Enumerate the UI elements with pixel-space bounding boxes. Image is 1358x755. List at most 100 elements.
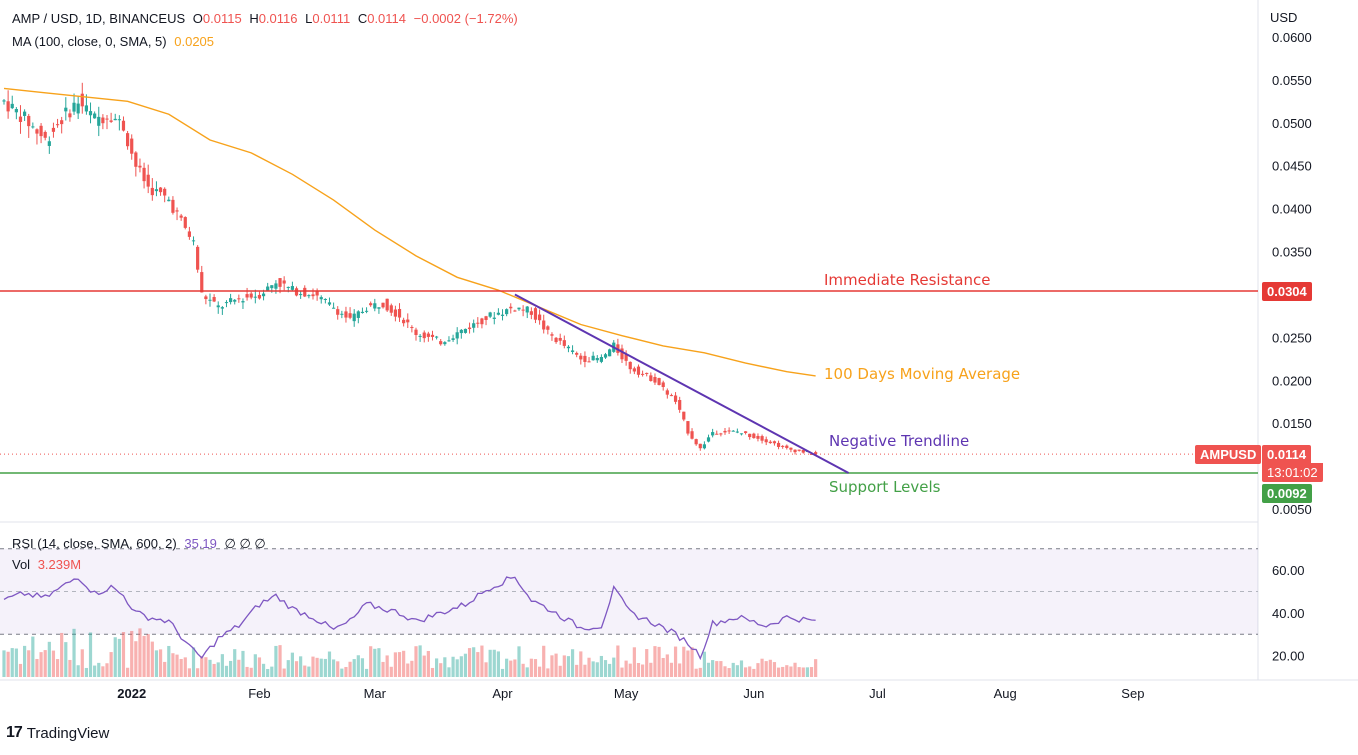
candle-body <box>266 286 270 291</box>
candle-body <box>657 378 661 385</box>
candle-body <box>385 298 389 311</box>
candle-body <box>208 299 212 301</box>
time-axis[interactable]: 2022 Feb Mar Apr May Jun Jul Aug Sep <box>117 686 1144 701</box>
volume-bar <box>266 668 270 677</box>
ma-label[interactable]: MA (100, close, 0, SMA, 5) <box>12 34 167 49</box>
candle-body <box>241 301 245 303</box>
candle-body <box>163 188 167 196</box>
volume-bar <box>500 668 505 677</box>
rsi-value: 35.19 <box>184 536 217 551</box>
candle-body <box>138 165 142 168</box>
volume-bar <box>88 632 93 677</box>
candle-body <box>294 288 299 296</box>
volume-bar <box>389 666 393 677</box>
volume-bar <box>410 660 414 677</box>
trendline-annotation: Negative Trendline <box>829 432 969 450</box>
candle-body <box>422 332 426 339</box>
candle-body <box>101 117 105 124</box>
symbol-title[interactable]: AMP / USD, 1D, BINANCEUS <box>12 11 186 26</box>
volume-bar <box>220 654 224 677</box>
candle-body <box>68 113 72 118</box>
candle-body <box>109 120 113 122</box>
volume-bar <box>286 660 290 677</box>
candle-body <box>336 309 340 315</box>
volume-bar <box>167 645 171 677</box>
candle-body <box>484 316 488 320</box>
volume-bar <box>809 667 814 677</box>
candle-body <box>496 312 500 315</box>
candle-body <box>31 126 35 128</box>
volume-bar <box>723 666 727 677</box>
volume-bar <box>121 631 126 677</box>
volume-bar <box>653 646 657 677</box>
candle-body <box>781 445 785 447</box>
candle-body <box>311 294 315 297</box>
price-axis[interactable]: 0.06000.05500.05000.04500.04000.03500.03… <box>1272 30 1312 517</box>
candle-body <box>72 102 76 112</box>
volume-bar <box>789 666 793 677</box>
volume-bar <box>319 658 323 677</box>
candle-body <box>402 319 406 324</box>
candle-body <box>529 311 533 315</box>
volume-bar <box>669 662 674 677</box>
candle-body <box>270 285 274 289</box>
volume-bar <box>451 656 455 677</box>
candle-body <box>748 433 752 438</box>
price-tick-label: 0.0050 <box>1272 502 1312 517</box>
rsi-label[interactable]: RSI (14, close, SMA, 600, 2) <box>12 536 177 551</box>
candle-body <box>661 382 665 388</box>
vol-legend: Vol 3.239M <box>12 557 85 572</box>
candle-body <box>200 272 204 293</box>
candle-body <box>636 366 641 375</box>
volume-bar <box>364 668 369 677</box>
volume-bar <box>253 654 257 677</box>
candle-body <box>93 113 97 119</box>
candle-body <box>665 390 669 395</box>
candle-body <box>224 302 229 304</box>
candle-body <box>608 349 612 357</box>
vol-label[interactable]: Vol <box>12 557 31 572</box>
candle-body <box>39 125 43 137</box>
symbol-tag: AMPUSD <box>1195 445 1262 464</box>
volume-bar <box>212 663 216 677</box>
candle-body <box>97 116 101 126</box>
volume-bar <box>18 663 23 677</box>
volume-bar <box>126 667 130 677</box>
candle-body <box>64 107 68 112</box>
volume-bar <box>776 667 781 677</box>
volume-bar <box>435 658 439 677</box>
volume-bar <box>472 647 476 677</box>
candle-body <box>88 111 93 116</box>
vol-value: 3.239M <box>37 557 82 572</box>
volume-bar <box>529 658 533 677</box>
candle-body <box>344 311 348 318</box>
candle-body <box>126 133 130 147</box>
volume-bar <box>628 663 632 677</box>
candle-body <box>480 318 484 325</box>
volume-bar <box>352 659 356 677</box>
volume-bar <box>101 666 105 677</box>
ma-legend: MA (100, close, 0, SMA, 5) 0.0205 <box>12 34 218 49</box>
candle-body <box>430 334 435 337</box>
candle-body <box>27 115 31 127</box>
candle-body <box>154 189 159 192</box>
candle-body <box>332 307 336 309</box>
volume-bar <box>150 641 154 677</box>
volume-bar <box>583 664 587 677</box>
change-value: −0.0002 (−1.72%) <box>413 11 518 26</box>
volume-bar <box>476 652 480 677</box>
negative-trendline[interactable] <box>514 293 850 474</box>
volume-bar <box>109 652 113 677</box>
candle-body <box>785 445 789 448</box>
tradingview-footer[interactable]: 17 TradingView <box>6 724 109 742</box>
candle-body <box>150 187 154 196</box>
rsi-axis[interactable]: 60.00 40.00 20.00 <box>1272 563 1305 664</box>
volume-bar <box>315 657 319 677</box>
candle-body <box>599 357 603 362</box>
candle-body <box>575 352 579 355</box>
volume-bar <box>175 654 179 677</box>
volume-bar <box>241 650 245 677</box>
volume-bar <box>521 663 525 677</box>
volume-bar <box>797 667 801 677</box>
